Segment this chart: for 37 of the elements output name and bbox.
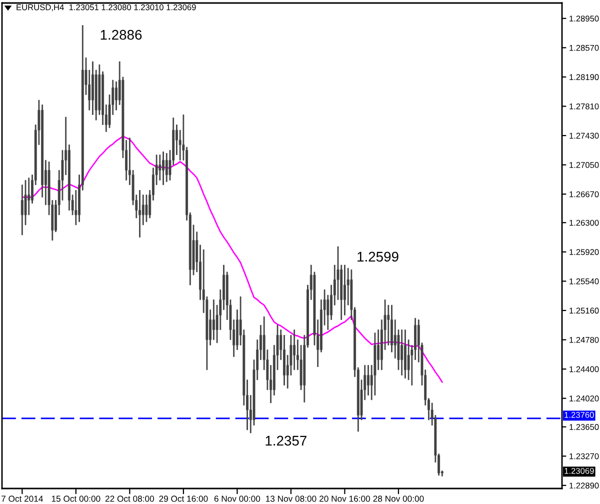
y-tick-label: 1.24400 — [570, 366, 599, 372]
candlestick — [162, 152, 164, 186]
y-tick-label: 1.25540 — [570, 278, 599, 284]
candlestick — [138, 190, 141, 238]
chart-title: EURUSD,H4 1.23051 1.23080 1.23010 1.23069 — [16, 4, 196, 12]
y-tick-label: 1.28190 — [570, 74, 599, 80]
annotation: 1.2599 — [358, 252, 398, 262]
line-series — [21, 136, 443, 383]
ref-line-label: 1.23760 — [564, 412, 594, 418]
x-tick-label: 22 Oct 08:00 — [105, 496, 154, 502]
candlestick — [165, 153, 168, 182]
y-tick-label: 1.24780 — [570, 336, 599, 343]
y-tick-label: 1.28570 — [570, 44, 599, 51]
annotation: 1.2886 — [100, 30, 142, 40]
y-tick-label: 1.26300 — [570, 220, 599, 226]
y-tick-label: 1.25160 — [570, 308, 599, 314]
y-tick-label: 1.28950 — [570, 16, 599, 22]
y-tick-label: 1.22890 — [570, 482, 599, 489]
y-tick-label: 1.23650 — [570, 424, 599, 430]
y-tick-label: 1.27810 — [570, 103, 599, 110]
y-tick-label: 1.26670 — [570, 191, 599, 198]
y-tick-label: 1.25920 — [570, 249, 599, 256]
y-tick-label: 1.27050 — [570, 162, 599, 168]
y-tick-label: 1.23270 — [570, 453, 599, 460]
candlestick — [404, 330, 406, 379]
x-tick-label: 15 Oct 00:00 — [52, 496, 100, 502]
candlestick — [400, 330, 404, 376]
y-tick-label: 1.27430 — [570, 132, 599, 139]
x-tick-label: 7 Oct 2014 — [2, 496, 43, 502]
x-tick-label: 20 Nov 16:00 — [320, 496, 370, 502]
x-tick-label: 13 Nov 08:00 — [266, 496, 316, 502]
x-tick-label: 28 Nov 00:00 — [373, 496, 424, 502]
text: 1.23069 — [564, 468, 594, 474]
annotation: 1.2357 — [266, 436, 306, 446]
x-tick-label: 6 Nov 00:00 — [214, 496, 260, 502]
y-tick-label: 1.24020 — [570, 396, 599, 402]
x-tick-label: 29 Oct 16:00 — [159, 496, 208, 502]
